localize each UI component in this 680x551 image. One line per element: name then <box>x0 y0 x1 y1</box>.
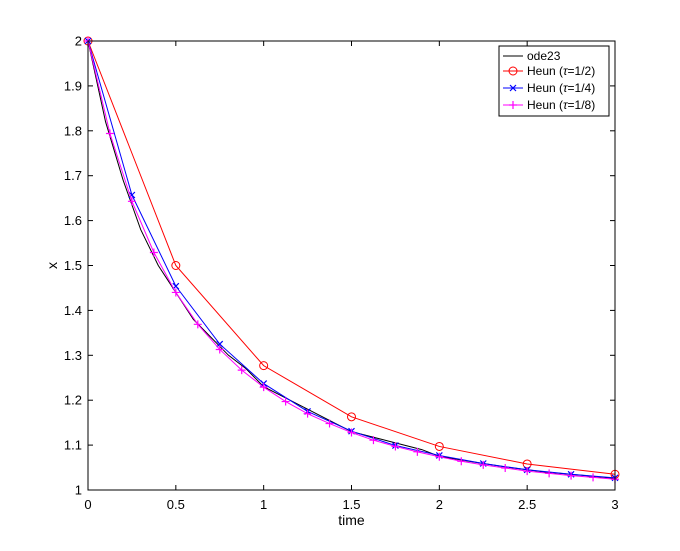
legend-entry: Heun (τ=1/8) <box>503 98 595 112</box>
data-point <box>215 345 224 354</box>
y-tick-label: 1.4 <box>64 303 82 318</box>
data-point <box>325 419 334 428</box>
data-point <box>171 261 181 270</box>
x-axis-label: time <box>338 512 365 528</box>
data-point <box>237 366 246 375</box>
data-point <box>127 197 136 206</box>
legend-box <box>498 45 610 117</box>
data-point <box>413 447 422 456</box>
data-point <box>457 457 466 466</box>
data-point <box>128 191 136 199</box>
legend-label: Heun (τ=1/4) <box>527 81 595 95</box>
y-tick-label: 1.5 <box>64 258 82 273</box>
legend-label: Heun (τ=1/2) <box>527 64 595 78</box>
x-tick-label: 0 <box>84 497 91 512</box>
x-tick-label: 3 <box>611 497 618 512</box>
legend-entry: Heun (τ=1/4) <box>503 81 595 95</box>
data-point <box>369 436 378 445</box>
y-tick-label: 1 <box>75 483 82 498</box>
series-layer <box>83 36 620 484</box>
legend-entry: Heun (τ=1/2) <box>503 64 595 78</box>
data-point <box>391 442 400 451</box>
data-point <box>501 463 510 472</box>
data-point <box>567 471 576 480</box>
x-tick-label: 2 <box>436 497 443 512</box>
data-point <box>216 340 224 348</box>
data-point <box>193 320 202 329</box>
y-axis-label: x <box>44 262 60 269</box>
y-tick-label: 1.3 <box>64 348 82 363</box>
x-tick-label: 1.5 <box>342 497 360 512</box>
data-point <box>259 383 268 392</box>
data-point <box>589 473 598 482</box>
legend-label: Heun (τ=1/8) <box>527 98 595 112</box>
data-point <box>347 428 356 437</box>
data-point <box>105 129 114 138</box>
y-tick-label: 1.7 <box>64 168 82 183</box>
y-tick-label: 1.9 <box>64 78 82 93</box>
legend-label: ode23 <box>527 49 561 63</box>
y-tick-label: 1.1 <box>64 438 82 453</box>
data-point <box>434 441 444 451</box>
data-point <box>149 248 158 257</box>
data-point <box>523 467 532 476</box>
x-tick-label: 2.5 <box>518 497 536 512</box>
data-point <box>435 452 444 461</box>
legend-marker <box>508 66 518 76</box>
series-heun-tau-1-2 <box>83 36 620 479</box>
y-tick-label: 1.8 <box>64 123 82 138</box>
data-point <box>545 469 554 478</box>
y-tick-label: 1.6 <box>64 213 82 228</box>
data-point <box>303 409 312 418</box>
data-point <box>347 412 356 422</box>
y-axis: 1 1.1 1.2 1.3 1.4 1.5 1.6 1.7 1.8 1.9 2 <box>64 34 615 498</box>
data-point <box>479 460 488 469</box>
x-tick-label: 1 <box>260 497 267 512</box>
data-point <box>259 361 269 371</box>
y-tick-label: 2 <box>75 34 82 49</box>
legend-marker <box>509 84 517 92</box>
data-point <box>171 288 180 297</box>
legend-entry: ode23 <box>503 49 561 63</box>
legend-marker <box>509 101 517 109</box>
y-tick-label: 1.2 <box>64 393 82 408</box>
x-axis: 0 0.5 1 1.5 2 2.5 3 <box>84 41 619 512</box>
x-tick-label: 0.5 <box>167 497 185 512</box>
data-point <box>281 397 290 406</box>
series-line <box>87 40 616 475</box>
